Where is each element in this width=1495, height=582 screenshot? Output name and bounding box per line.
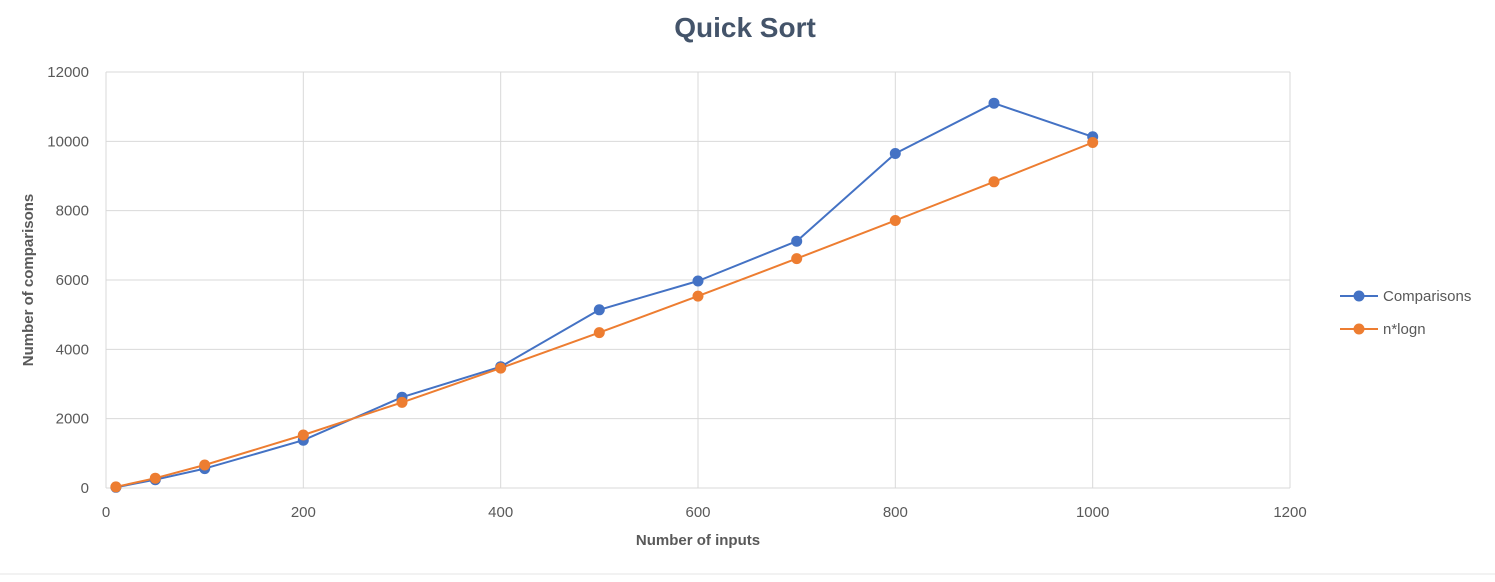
- data-point-nlogn: [1087, 137, 1099, 148]
- data-point-nlogn: [495, 362, 507, 374]
- y-tick-label: 4000: [56, 341, 89, 358]
- x-tick-label: 200: [291, 504, 316, 521]
- legend-marker: [1353, 290, 1365, 302]
- y-tick-label: 2000: [56, 411, 89, 428]
- x-tick-label: 0: [102, 504, 110, 521]
- x-axis-title: Number of inputs: [636, 532, 760, 549]
- series-lines: [110, 97, 1099, 493]
- legend-marker: [1353, 323, 1365, 335]
- data-point-nlogn: [396, 396, 408, 408]
- y-tick-label: 12000: [47, 64, 89, 81]
- x-tick-label: 400: [488, 504, 513, 521]
- data-point-nlogn: [889, 215, 901, 226]
- series-line-comparisons: [115, 102, 1094, 489]
- legend-label: Comparisons: [1383, 288, 1471, 305]
- x-tick-label: 800: [883, 504, 908, 521]
- series-line-nlogn: [115, 141, 1094, 488]
- data-point-nlogn: [988, 176, 1000, 188]
- y-tick-label: 10000: [47, 133, 89, 150]
- x-tick-label: 1200: [1273, 504, 1306, 521]
- axes: 0 2000 4000 6000 8000 10000 12000 0 200 400 600 800…: [47, 64, 1306, 521]
- data-point-comparisons: [692, 275, 704, 287]
- data-point-nlogn: [593, 327, 605, 339]
- y-axis-title: Number of comparisons: [20, 194, 37, 367]
- x-tick-label: 1000: [1076, 504, 1109, 521]
- data-point-comparisons: [889, 148, 901, 159]
- data-point-nlogn: [791, 253, 803, 265]
- y-tick-label: 0: [81, 480, 89, 497]
- data-point-nlogn: [199, 459, 211, 471]
- data-point-comparisons: [988, 97, 1000, 109]
- chart-title: Quick Sort: [674, 12, 816, 43]
- data-point-nlogn: [149, 472, 161, 484]
- data-point-nlogn: [110, 481, 122, 493]
- data-point-comparisons: [593, 304, 605, 316]
- y-tick-label: 6000: [56, 272, 89, 289]
- legend-label: n*logn: [1383, 321, 1426, 338]
- data-point-nlogn: [692, 290, 704, 302]
- x-tick-label: 600: [685, 504, 710, 521]
- data-point-comparisons: [791, 235, 803, 247]
- legend: Comparisons n*logn: [1340, 288, 1471, 338]
- data-point-nlogn: [297, 429, 309, 441]
- y-tick-label: 8000: [56, 203, 89, 220]
